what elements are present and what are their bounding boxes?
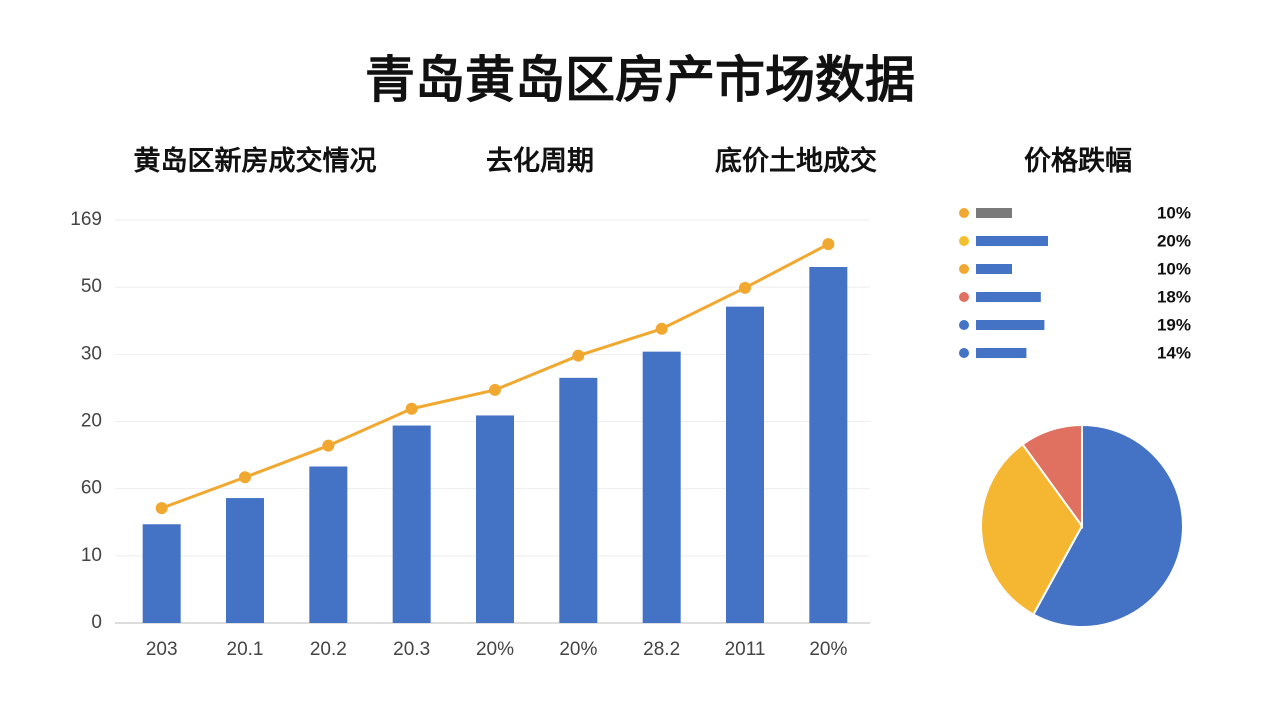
pie-slice xyxy=(1021,423,1083,530)
bar xyxy=(559,377,598,623)
bar xyxy=(976,264,1012,274)
line-point xyxy=(572,349,585,362)
subtitle: 黄岛区新房成交情况 xyxy=(134,145,377,176)
bar xyxy=(476,415,514,623)
line-point xyxy=(655,322,668,335)
value-label: 18% xyxy=(1157,287,1191,306)
pie-slice xyxy=(980,442,1084,616)
value-label: 10% xyxy=(1157,203,1191,222)
bar xyxy=(726,306,764,623)
pie-slice xyxy=(1031,423,1184,628)
bar xyxy=(226,498,264,623)
page-title: 青岛黄岛区房产市场数据 xyxy=(365,52,915,108)
legend-dot xyxy=(959,320,969,330)
subtitle: 去化周期 xyxy=(486,146,594,176)
line-point xyxy=(822,238,835,251)
bar xyxy=(392,425,431,623)
line-point xyxy=(239,471,251,484)
y-tick-label: 169 xyxy=(70,209,102,230)
subtitle: 底价土地成交 xyxy=(715,145,877,176)
legend-dot xyxy=(959,292,969,302)
bar xyxy=(976,208,1012,218)
bar xyxy=(976,236,1048,246)
x-tick-label: 20.3 xyxy=(393,639,430,660)
x-tick-label: 20.1 xyxy=(227,639,264,660)
x-tick-label: 203 xyxy=(146,639,178,660)
y-tick-label: 20 xyxy=(81,411,102,432)
line-point xyxy=(155,502,168,515)
bar xyxy=(976,348,1027,358)
x-tick-label: 28.2 xyxy=(643,639,680,660)
x-tick-label: 2011 xyxy=(725,639,766,660)
bar xyxy=(642,351,681,623)
line-point xyxy=(489,383,501,396)
y-tick-label: 60 xyxy=(81,478,102,499)
y-tick-label: 10 xyxy=(81,545,102,566)
bar xyxy=(976,320,1045,330)
legend-dot xyxy=(959,208,969,218)
subtitle: 价格跌幅 xyxy=(1024,146,1132,176)
y-tick-label: 50 xyxy=(81,276,102,297)
line-point xyxy=(322,439,335,452)
x-tick-label: 20% xyxy=(809,639,847,660)
x-tick-label: 20% xyxy=(476,639,514,660)
y-tick-label: 0 xyxy=(91,612,102,633)
legend-dot xyxy=(959,264,969,274)
x-tick-label: 20.2 xyxy=(310,639,347,660)
line-point xyxy=(405,402,418,415)
value-label: 20% xyxy=(1157,231,1191,250)
value-label: 14% xyxy=(1157,343,1191,362)
bar xyxy=(142,524,181,623)
bar xyxy=(809,267,848,623)
value-label: 19% xyxy=(1157,315,1191,334)
bar xyxy=(309,466,348,623)
line-point xyxy=(739,281,751,294)
legend-dot xyxy=(959,236,969,246)
value-label: 10% xyxy=(1157,259,1191,278)
x-tick-label: 20% xyxy=(559,639,597,660)
bar xyxy=(976,292,1041,302)
y-tick-label: 30 xyxy=(81,343,102,364)
legend-dot xyxy=(959,348,969,358)
